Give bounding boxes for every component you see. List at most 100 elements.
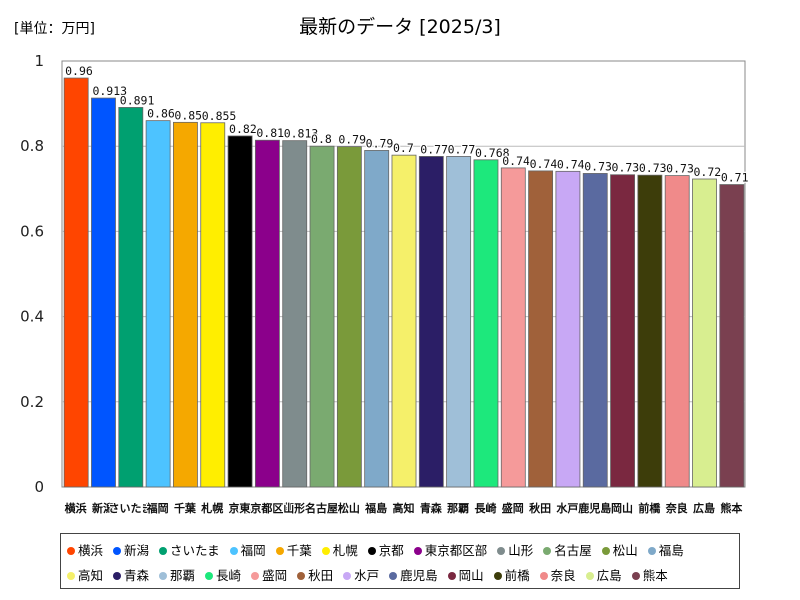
x-tick-label: 水戸 (556, 501, 578, 515)
bar-20 (582, 173, 608, 488)
bar-19 (555, 170, 581, 488)
legend-marker (321, 546, 330, 555)
bar-13 (391, 154, 417, 488)
x-tick-label: 秋田 (529, 501, 551, 515)
legend-label: 前橋 (504, 567, 530, 583)
legend-label: 名古屋 (554, 542, 592, 558)
legend-marker (205, 571, 214, 580)
y-tick-label: 0.8 (20, 137, 44, 155)
value-label: 0.813 (284, 127, 319, 141)
legend-label: 青森 (124, 567, 150, 583)
legend-marker (631, 571, 640, 580)
legend-label: 奈良 (550, 567, 576, 583)
x-tick-label: 札幌 (200, 501, 223, 515)
value-label: 0.913 (92, 84, 127, 98)
legend-item: さいたま (159, 538, 220, 563)
value-label: 0.79 (366, 136, 394, 150)
legend-item: 京都 (367, 538, 404, 563)
chart-legend: 横浜 新潟 さいたま 福岡 千葉 札幌 京都 東京都区部 山形 名古屋 松山 福島 高知 青森 那覇 長崎 盛岡… (60, 533, 740, 589)
legend-label: 盛岡 (262, 567, 288, 583)
legend-marker (67, 571, 75, 580)
legend-marker (367, 546, 376, 555)
legend-label: 札幌 (332, 542, 358, 558)
legend-marker (389, 571, 398, 580)
legend-label: さいたま (170, 542, 220, 558)
bar-24 (692, 178, 717, 488)
legend-item: 札幌 (321, 538, 358, 563)
value-label: 0.81 (256, 126, 284, 140)
legend-item: 広島 (585, 563, 622, 588)
legend-marker (275, 546, 284, 555)
value-label: 0.74 (557, 157, 585, 171)
bar-8 (254, 139, 280, 488)
x-tick-label: 前橋 (638, 501, 661, 515)
legend-item: 福岡 (229, 538, 266, 563)
legend-label: 高知 (78, 567, 104, 583)
y-tick-label: 1 (34, 52, 44, 70)
chart-title: 最新のデータ [2025/3] (299, 16, 501, 38)
bar-17 (500, 167, 526, 488)
legend-item: 秋田 (297, 563, 333, 588)
legend-label: 長崎 (216, 567, 242, 583)
bar-14 (418, 156, 444, 488)
value-label: 0.82 (229, 122, 257, 136)
legend-marker (601, 546, 610, 555)
legend-item: 熊本 (631, 563, 668, 588)
x-tick-label: 千葉 (174, 501, 197, 515)
legend-item: 前橋 (493, 563, 530, 588)
legend-item: 新潟 (113, 538, 149, 563)
legend-marker (113, 571, 122, 580)
bar-7 (227, 135, 253, 488)
legend-item: 千葉 (275, 538, 312, 563)
x-tick-label: 青森 (420, 501, 443, 515)
legend-label: 千葉 (286, 542, 312, 558)
legend-item: 奈良 (539, 563, 576, 588)
bar-9 (282, 140, 308, 488)
legend-marker (585, 571, 594, 580)
x-tick-label: 盛岡 (502, 501, 524, 515)
legend-label: 福岡 (240, 542, 266, 558)
value-label: 0.74 (530, 157, 558, 171)
legend-label: 広島 (596, 567, 622, 583)
legend-label: 横浜 (78, 542, 104, 558)
legend-item: 盛岡 (251, 563, 287, 588)
legend-item: 水戸 (343, 563, 379, 588)
legend-item: 青森 (113, 563, 149, 588)
legend-label: 岡山 (458, 567, 484, 583)
value-label: 0.73 (584, 159, 612, 173)
y-tick-label: 0.4 (20, 308, 44, 326)
legend-label: 熊本 (642, 567, 668, 583)
bar-1 (63, 77, 89, 488)
bar-11 (336, 146, 362, 488)
bar-21 (610, 174, 635, 488)
x-tick-label: 岡山 (611, 501, 633, 515)
value-label: 0.855 (202, 109, 237, 123)
legend-marker (159, 546, 168, 555)
bar-25 (719, 184, 745, 488)
x-tick-label: 福岡 (146, 501, 169, 515)
legend-label: 那覇 (170, 567, 196, 583)
legend-label: 松山 (612, 542, 638, 558)
y-tick-label: 0.6 (20, 222, 44, 240)
legend-marker (113, 546, 122, 555)
legend-item: 福島 (647, 538, 684, 563)
value-label: 0.71 (721, 171, 749, 185)
x-tick-label: 那覇 (447, 502, 469, 515)
legend-item: 那覇 (159, 563, 195, 588)
x-tick-label: 横浜 (65, 501, 87, 515)
x-tick-label: 広島 (693, 501, 715, 515)
x-tick-label: 鹿児島 (578, 501, 611, 515)
legend-marker (67, 546, 75, 555)
legend-marker (159, 571, 168, 580)
bar-chart: 00.20.40.60.810.96横浜0.913新潟0.891さいたま0.86… (20, 52, 750, 516)
legend-marker (297, 571, 306, 580)
x-tick-label: 奈良 (665, 501, 688, 515)
legend-item: 長崎 (205, 563, 241, 588)
legend-item: 鹿児島 (389, 563, 438, 588)
value-label: 0.74 (502, 154, 530, 168)
bar-15 (446, 156, 472, 488)
bar-6 (200, 122, 226, 488)
bar-12 (364, 150, 390, 488)
value-label: 0.79 (338, 133, 366, 147)
x-tick-label: 長崎 (474, 501, 496, 515)
